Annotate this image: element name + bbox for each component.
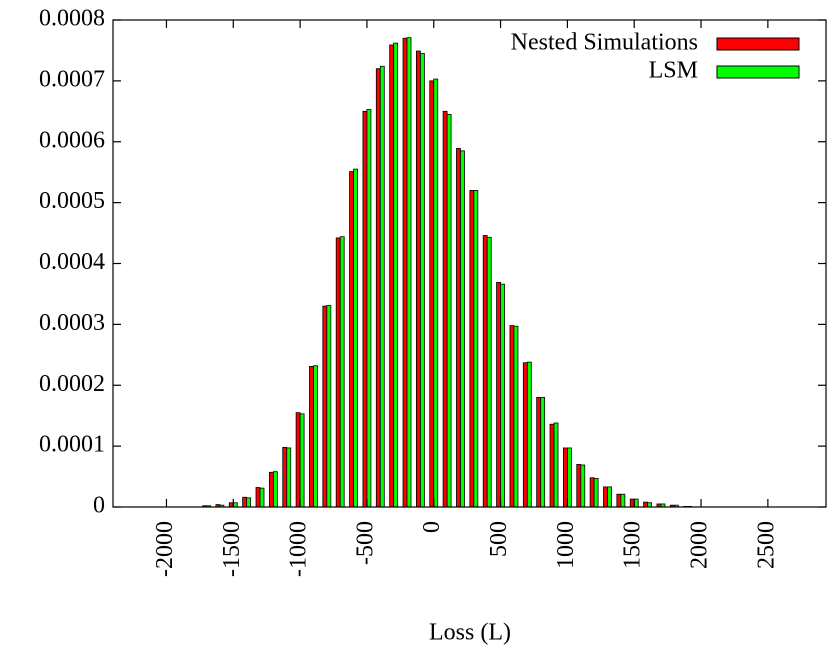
y-tick-label: 0.0004 [39, 249, 105, 275]
x-tick-label: -500 [352, 521, 378, 565]
bar [603, 486, 608, 508]
bar [282, 446, 288, 508]
bar [446, 113, 452, 508]
bar [513, 325, 519, 508]
bar [496, 281, 501, 508]
legend-swatch [716, 37, 800, 51]
bar [616, 493, 622, 508]
bar [389, 44, 395, 508]
bar [286, 447, 292, 508]
bar [460, 150, 465, 508]
bar [522, 362, 528, 508]
bar [375, 68, 381, 508]
y-tick-label: 0.0005 [39, 188, 105, 214]
bar [349, 171, 354, 508]
x-tick-label: 2500 [753, 521, 779, 569]
bar [429, 80, 435, 508]
bar [576, 463, 582, 508]
bar [562, 447, 568, 508]
bar [272, 471, 278, 508]
bar [309, 365, 314, 508]
bar [433, 78, 439, 508]
x-tick-label: -1000 [286, 521, 312, 577]
bar [473, 190, 479, 508]
bar [339, 236, 345, 508]
bar [540, 397, 546, 508]
bar [268, 471, 274, 508]
x-tick-label: 1000 [553, 521, 579, 569]
x-tick-label: -1500 [219, 521, 245, 577]
bar [259, 487, 265, 508]
bar [647, 502, 652, 508]
y-tick-label: 0.0007 [39, 66, 105, 92]
bar [643, 501, 648, 508]
bar [295, 412, 301, 508]
bar [335, 237, 341, 508]
bar [589, 477, 595, 508]
x-tick-label: 500 [486, 521, 512, 557]
bar [326, 305, 332, 508]
x-tick-label: 0 [419, 521, 445, 533]
bar [415, 50, 421, 508]
bar [322, 305, 328, 508]
y-tick-label: 0.0002 [39, 371, 105, 397]
y-tick-label: 0.0003 [39, 310, 105, 336]
bar [442, 110, 448, 508]
bar [393, 42, 399, 508]
bar [379, 65, 385, 508]
bar [580, 464, 586, 508]
y-tick-label: 0 [93, 493, 105, 519]
bar [486, 236, 492, 508]
bar [469, 190, 475, 508]
x-axis-label: Loss (L) [429, 620, 511, 646]
y-tick-label: 0.0001 [39, 432, 105, 458]
bar [566, 447, 572, 508]
y-tick-label: 0.0008 [39, 6, 105, 32]
x-tick-label: 2000 [687, 521, 713, 569]
bar [456, 148, 461, 508]
legend-label: LSM [649, 58, 698, 84]
x-tick-label: 1500 [620, 521, 646, 569]
bar [553, 422, 559, 508]
bar [255, 487, 261, 508]
bar [313, 365, 318, 508]
x-tick-label: -2000 [152, 521, 178, 577]
y-tick-label: 0.0006 [39, 127, 105, 153]
bar [549, 423, 555, 508]
bar [620, 493, 626, 508]
bar [500, 283, 505, 508]
bar [482, 235, 488, 508]
bar [509, 325, 515, 508]
bar [607, 486, 612, 508]
legend-label: Nested Simulations [511, 30, 698, 56]
bar [362, 110, 368, 508]
bar [593, 477, 599, 508]
legend-swatch [716, 65, 800, 79]
bar [232, 502, 238, 508]
bar [526, 361, 532, 508]
bar [406, 37, 412, 508]
bar [366, 109, 372, 508]
bar [299, 413, 305, 508]
bar [246, 497, 252, 508]
bar [353, 168, 358, 508]
bar [402, 37, 408, 508]
bar [242, 496, 248, 508]
bar [419, 53, 425, 508]
bar [536, 397, 542, 508]
